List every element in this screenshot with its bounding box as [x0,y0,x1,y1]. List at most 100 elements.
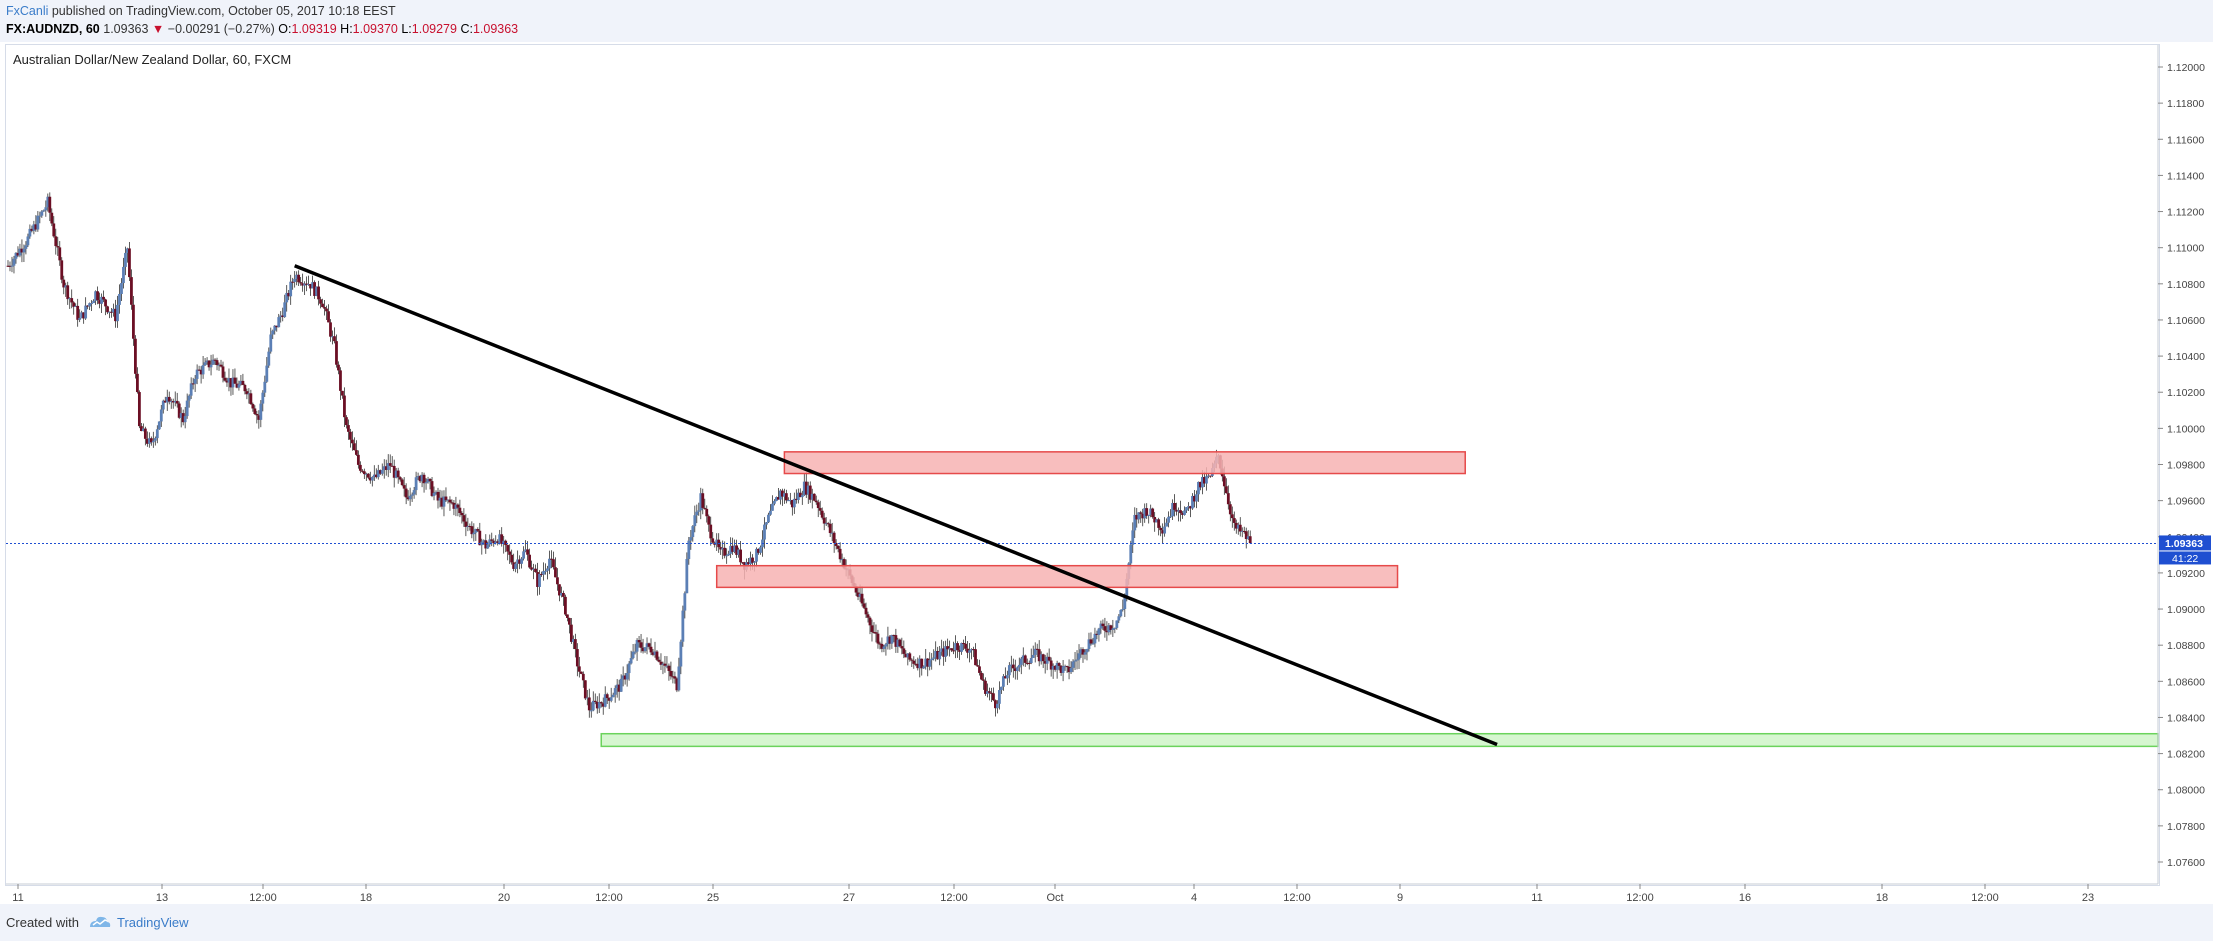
candle-body [565,614,569,618]
candle-body [245,391,249,395]
candle-body [946,646,950,650]
candle-body [980,672,983,680]
candle-body [1021,655,1025,659]
x-tick-label: 9 [1397,892,1403,904]
candle-body [227,378,231,383]
candle-body [814,500,818,503]
candle-body [609,697,613,701]
candle-body [183,416,187,423]
candle-body [438,497,442,501]
candle-body [558,584,561,596]
candle-body [62,279,66,288]
candle-body [671,676,675,678]
candle-body [305,283,309,285]
candle-body [747,562,750,565]
candle-body [573,639,577,650]
candle-body [683,593,687,611]
candle-body [173,400,177,403]
candle-body [153,438,157,441]
candle-body [894,635,898,647]
candle-body [484,540,488,549]
candle-body [301,283,305,286]
candle-body [1059,665,1063,673]
candle-body [171,400,175,403]
candle-body [902,648,906,654]
tradingview-brand-link[interactable]: TradingView [117,915,189,930]
candle-body [763,524,766,540]
candle-body [390,465,394,467]
candle-body [826,523,830,525]
candle-body [1167,516,1171,523]
candle-body [992,693,995,701]
candle-body [988,691,991,693]
candle-body [116,304,119,322]
candle-body [1033,648,1037,655]
candle-body [1109,625,1113,631]
descending-trendline[interactable] [294,264,1498,747]
candle-body [1161,530,1165,534]
candle-body [870,625,874,632]
candle-body [731,545,735,552]
candle-body [514,563,518,569]
candle-body [466,526,470,528]
candle-body [215,360,219,366]
candle-body [832,532,836,544]
candle-body [1013,668,1017,672]
candle-body [135,373,139,393]
candle-body [934,650,938,658]
candle-body [936,650,940,660]
candle-body [601,703,605,707]
tradingview-logo-icon[interactable] [88,913,112,934]
candle-body [1246,536,1250,540]
candle-body [753,561,756,563]
candle-body [1153,517,1157,523]
candle-body [685,559,689,594]
candle-body [974,649,977,666]
candle-body [175,400,179,404]
candle-body [66,285,70,300]
candle-body [22,248,26,253]
candle-body [842,559,846,569]
author-link[interactable]: FxCanli [6,4,49,18]
candle-body [233,377,237,384]
candle-body [323,307,326,309]
candle-body [569,624,573,642]
candle-body [436,491,440,501]
candle-body [978,666,981,673]
candle-body [384,466,388,470]
candle-body [1057,663,1061,666]
support-zone[interactable] [600,732,2159,748]
candle-body [1003,676,1007,679]
candle-body [910,659,914,661]
candle-body [669,670,673,677]
candle-body [1061,666,1065,673]
candle-body [1081,649,1085,655]
candle-body [788,500,792,502]
candle-body [315,286,318,296]
candle-body [253,408,257,414]
low-value: 1.09279 [411,22,457,36]
candle-body [440,497,444,507]
candle-body [882,646,886,649]
resistance-lower-zone[interactable] [715,564,1399,589]
candle-body [203,362,207,366]
candle-body [506,545,510,552]
candle-body [560,592,563,596]
candle-body [1189,506,1192,509]
candle-body [263,381,267,393]
candle-body [1007,665,1011,676]
y-tick-label: 1.11600 [2167,134,2204,146]
candle-body [169,400,173,402]
candle-body [454,504,458,509]
y-tick-label: 1.08600 [2167,676,2205,688]
x-tick-label: 11 [12,892,23,904]
x-tick-label: 13 [156,892,168,904]
open-label: O: [278,22,292,36]
candle-body [711,538,715,543]
candle-body [1095,633,1099,635]
candle-body [341,390,344,396]
candle-body [235,383,239,388]
resistance-upper-zone[interactable] [783,451,1466,475]
candle-body [126,248,129,253]
